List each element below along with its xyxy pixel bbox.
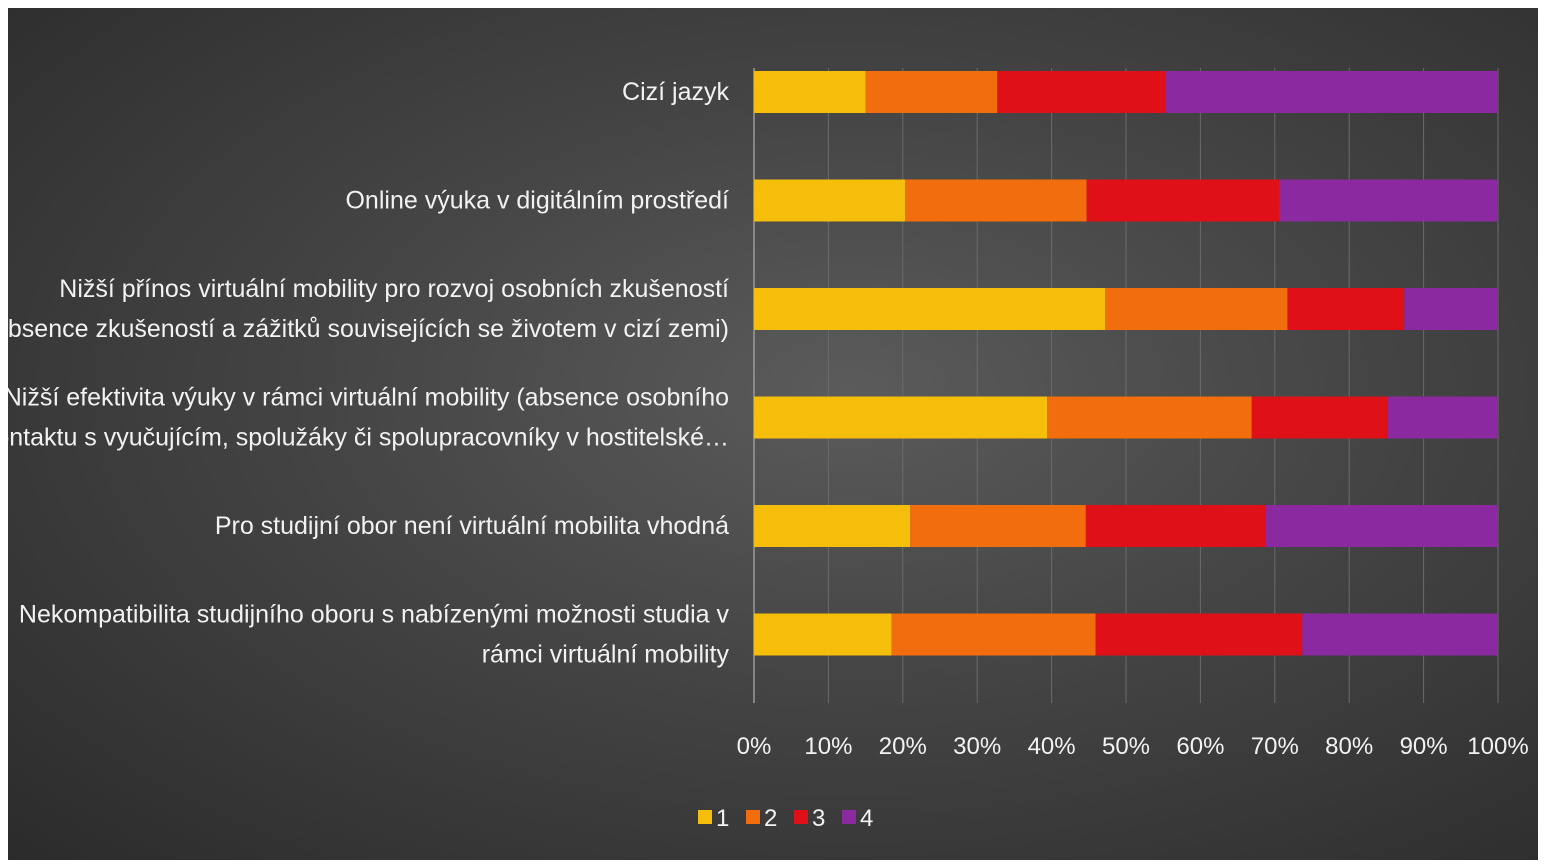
bar-segment-series-4	[1265, 505, 1498, 547]
bar-segment-series-1	[754, 179, 906, 222]
tick-label: 50%	[1102, 733, 1150, 760]
bar-segment-series-1	[754, 613, 892, 656]
category-label: Pro studijní obor není virtuální mobilit…	[215, 512, 729, 540]
tick-label: 10%	[804, 733, 852, 760]
tick-label: 60%	[1176, 733, 1224, 760]
bar-segment-series-4	[1404, 288, 1498, 330]
legend-label-4: 4	[860, 805, 873, 832]
category-label: Nižší přínos virtuální mobility pro rozv…	[8, 275, 729, 343]
category-label: Nižší efektivita výuky v rámci virtuální…	[8, 384, 729, 452]
stacked-bar-chart: 0% 10% 20% 30% 40% 50% 60% 70% 80% 90% 100% Cizí j…	[8, 68, 1529, 832]
legend: 1 2 3 4	[698, 805, 873, 832]
bar-segment-series-3	[1287, 288, 1405, 330]
legend-label-1: 1	[716, 805, 729, 832]
legend-swatch-2	[746, 810, 760, 824]
value-axis: 0% 10% 20% 30% 40% 50% 60% 70% 80% 90% 100%	[737, 733, 1529, 760]
bar-segment-series-3	[1251, 396, 1388, 439]
legend-swatch-4	[842, 810, 856, 824]
bar-segment-series-4	[1387, 396, 1498, 439]
category-label: Nekompatibilita studijního oboru s nabíz…	[19, 601, 730, 669]
legend-swatch-3	[794, 810, 808, 824]
tick-label: 30%	[953, 733, 1001, 760]
tick-label: 0%	[737, 733, 772, 760]
category-label: Cizí jazyk	[622, 78, 729, 106]
bar-segment-series-2	[891, 613, 1096, 656]
tick-label: 70%	[1251, 733, 1299, 760]
gridlines	[753, 68, 1499, 703]
bar-segment-series-3	[1085, 505, 1266, 547]
tick-label: 100%	[1467, 733, 1528, 760]
legend-label-3: 3	[812, 805, 825, 832]
tick-label: 90%	[1400, 733, 1448, 760]
bars	[754, 71, 1498, 656]
chart-area: 0% 10% 20% 30% 40% 50% 60% 70% 80% 90% 100% Cizí j…	[8, 8, 1538, 860]
tick-label: 40%	[1028, 733, 1076, 760]
bar-segment-series-2	[910, 505, 1086, 547]
bar-segment-series-3	[997, 71, 1166, 113]
bar-segment-series-1	[754, 396, 1048, 439]
bar-segment-series-2	[865, 71, 998, 113]
bar-segment-series-1	[754, 505, 911, 547]
category-label: Online výuka v digitálním prostředí	[345, 187, 729, 215]
bar-segment-series-2	[1105, 288, 1288, 330]
legend-swatch-1	[698, 810, 712, 824]
tick-label: 80%	[1325, 733, 1373, 760]
category-labels: Cizí jazyk Online výuka v digitálním pros…	[8, 78, 729, 669]
legend-label-2: 2	[764, 805, 777, 832]
bar-segment-series-4	[1279, 179, 1498, 222]
tick-label: 20%	[879, 733, 927, 760]
bar-segment-series-2	[1047, 396, 1252, 439]
bar-segment-series-4	[1302, 613, 1498, 656]
bar-segment-series-1	[754, 71, 866, 113]
bar-segment-series-3	[1086, 179, 1280, 222]
bar-segment-series-3	[1095, 613, 1303, 656]
bar-segment-series-2	[905, 179, 1087, 222]
bar-segment-series-4	[1165, 71, 1498, 113]
bar-segment-series-1	[754, 288, 1106, 330]
